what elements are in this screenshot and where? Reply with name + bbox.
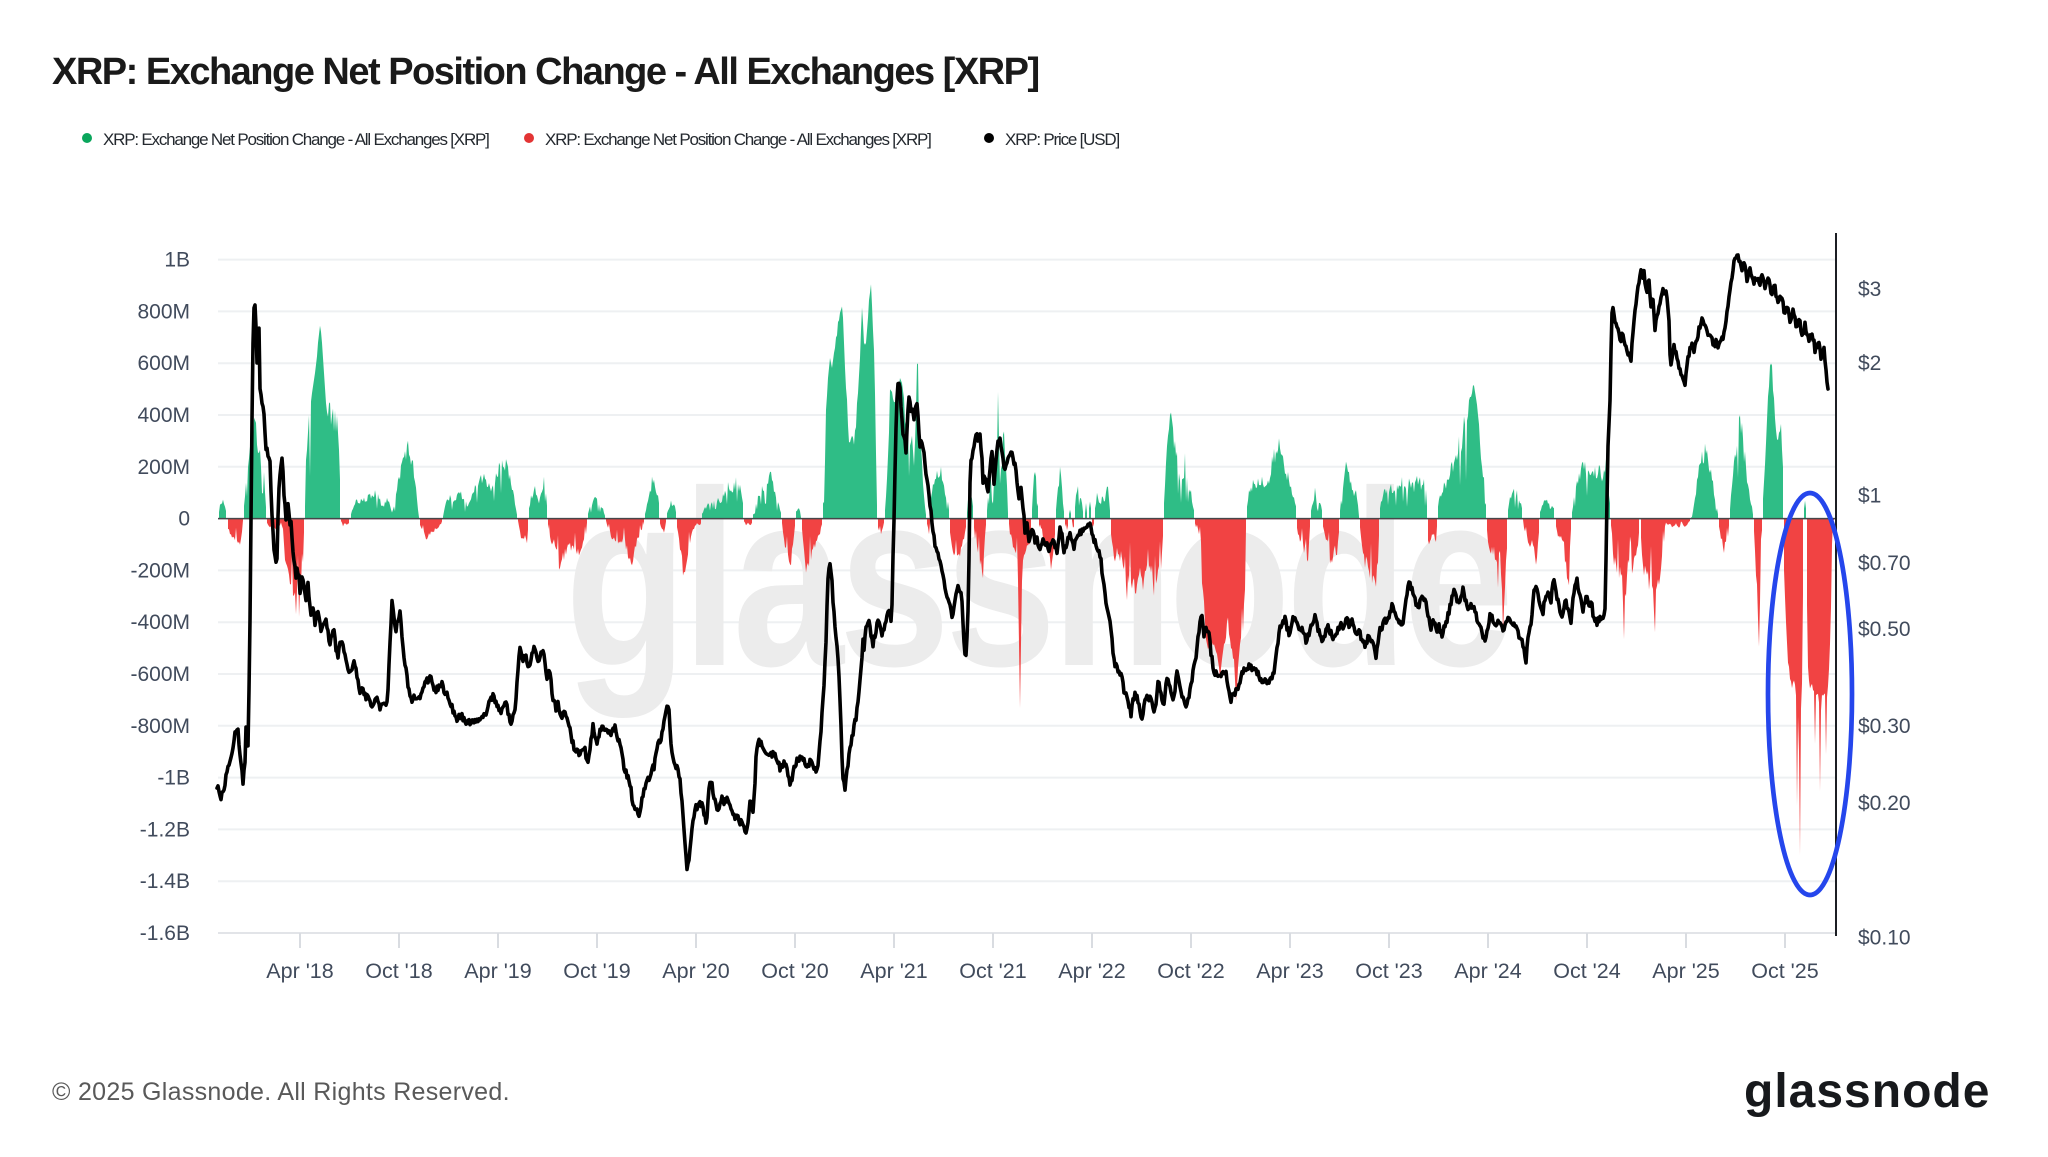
svg-text:glassnode: glassnode: [565, 439, 1509, 718]
svg-text:-1.4B: -1.4B: [140, 870, 190, 893]
svg-text:-1B: -1B: [157, 767, 190, 790]
svg-text:Oct '22: Oct '22: [1157, 959, 1224, 983]
svg-text:glassnode: glassnode: [1744, 1065, 1990, 1118]
svg-text:$3: $3: [1858, 278, 1881, 301]
svg-text:$2: $2: [1858, 352, 1881, 375]
svg-text:XRP: Exchange Net Position Cha: XRP: Exchange Net Position Change - All …: [52, 51, 1039, 93]
svg-text:800M: 800M: [137, 300, 190, 323]
svg-text:$1: $1: [1858, 485, 1881, 508]
svg-text:XRP: Price [USD]: XRP: Price [USD]: [1005, 130, 1119, 149]
svg-text:Apr '19: Apr '19: [464, 959, 531, 983]
svg-text:$0.10: $0.10: [1858, 927, 1911, 950]
svg-text:Oct '19: Oct '19: [563, 959, 630, 983]
svg-text:Oct '23: Oct '23: [1355, 959, 1422, 983]
svg-text:Apr '25: Apr '25: [1652, 959, 1719, 983]
svg-text:© 2025 Glassnode. All Rights R: © 2025 Glassnode. All Rights Reserved.: [52, 1078, 510, 1106]
svg-text:Apr '23: Apr '23: [1256, 959, 1323, 983]
svg-text:-800M: -800M: [130, 715, 190, 738]
svg-text:-1.6B: -1.6B: [140, 922, 190, 945]
svg-text:1B: 1B: [164, 249, 190, 272]
svg-text:Apr '18: Apr '18: [266, 959, 333, 983]
svg-text:-400M: -400M: [130, 611, 190, 634]
svg-text:$0.20: $0.20: [1858, 792, 1911, 815]
svg-text:-600M: -600M: [130, 663, 190, 686]
svg-text:200M: 200M: [137, 456, 190, 479]
svg-text:$0.30: $0.30: [1858, 715, 1911, 738]
svg-text:Oct '20: Oct '20: [761, 959, 828, 983]
svg-text:XRP: Exchange Net Position Cha: XRP: Exchange Net Position Change - All …: [545, 130, 931, 149]
svg-text:Apr '24: Apr '24: [1454, 959, 1521, 983]
svg-text:-200M: -200M: [130, 559, 190, 582]
svg-text:Oct '24: Oct '24: [1553, 959, 1620, 983]
svg-text:Oct '21: Oct '21: [959, 959, 1026, 983]
svg-text:400M: 400M: [137, 404, 190, 427]
svg-text:Apr '21: Apr '21: [860, 959, 927, 983]
svg-text:600M: 600M: [137, 352, 190, 375]
svg-text:$0.70: $0.70: [1858, 552, 1911, 575]
svg-text:XRP: Exchange Net Position Cha: XRP: Exchange Net Position Change - All …: [103, 130, 489, 149]
svg-text:Apr '22: Apr '22: [1058, 959, 1125, 983]
svg-text:-1.2B: -1.2B: [140, 818, 190, 841]
svg-text:$0.50: $0.50: [1858, 618, 1911, 641]
svg-text:Oct '25: Oct '25: [1751, 959, 1818, 983]
svg-text:Apr '20: Apr '20: [662, 959, 729, 983]
svg-text:Oct '18: Oct '18: [365, 959, 432, 983]
svg-text:0: 0: [178, 508, 190, 531]
